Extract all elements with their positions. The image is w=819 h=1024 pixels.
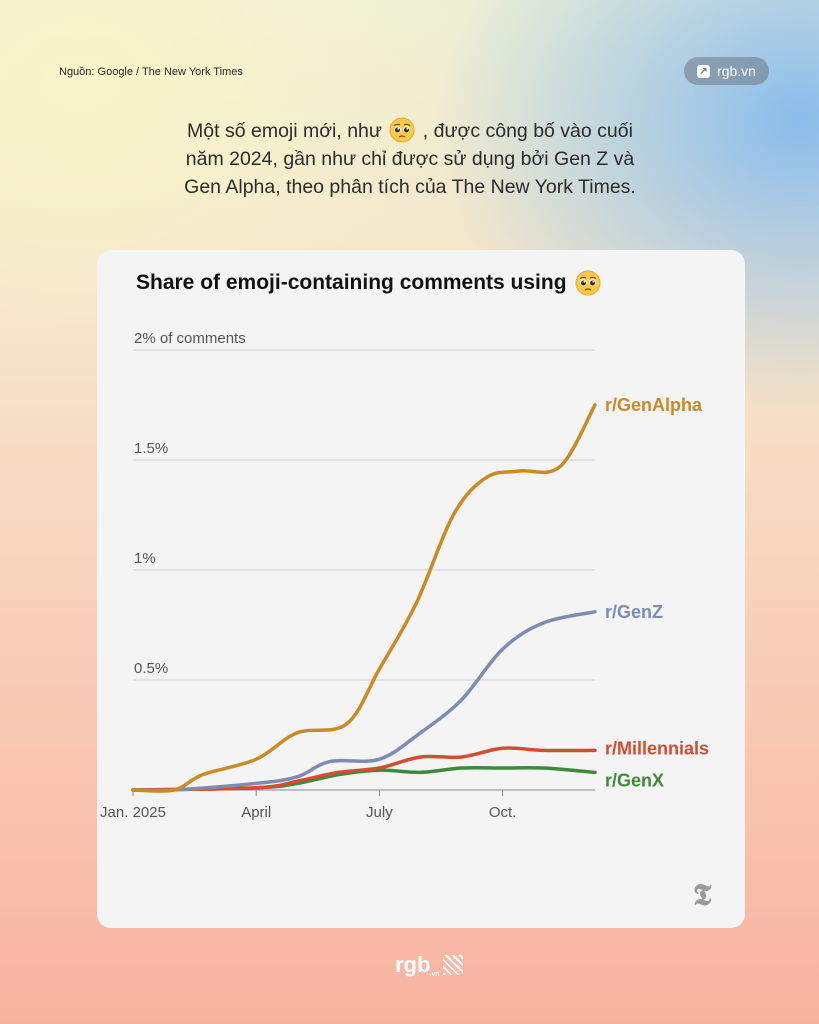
series-line (131, 746, 597, 792)
y-tick-label: 1.5% (134, 440, 168, 457)
headline-line2: năm 2024, gần như chỉ được sử dụng bởi G… (185, 148, 635, 170)
y-tick-label: 2% of comments (134, 330, 246, 347)
pleading-face-emoji-icon (575, 270, 601, 296)
x-tick-label: July (366, 804, 393, 821)
series-label: r/GenX (605, 770, 664, 790)
series-label: r/Millennials (605, 738, 709, 758)
series-line (131, 403, 597, 793)
pleading-face-emoji-icon (389, 117, 415, 143)
y-tick-label: 1% (134, 550, 156, 567)
series-label: r/GenZ (605, 602, 663, 622)
rgb-badge-link[interactable]: ↗ rgb.vn (684, 57, 769, 85)
x-tick-label: April (241, 804, 271, 821)
chart-title-text: Share of emoji-containing comments using (136, 271, 567, 294)
line-chart: 2% of comments 1.5% 1% 0.5% Jan. 2025 April Ju… (100, 330, 709, 821)
source-credit: Nguồn: Google / The New York Times (59, 66, 243, 78)
footer-logo-suffix: .vn (429, 971, 440, 978)
y-tick-label: 0.5% (134, 660, 168, 677)
headline-line1-after: , được công bố vào cuối (422, 120, 633, 142)
badge-label: rgb.vn (717, 63, 756, 79)
series-line (131, 610, 597, 793)
nyt-logo-icon: 𝕿 (693, 878, 712, 913)
headline: Một số emoji mới, như , được công bố vào… (80, 117, 740, 201)
x-tick-label: Oct. (489, 804, 517, 821)
series-label: r/GenAlpha (605, 395, 703, 415)
chart-title: Share of emoji-containing comments using (136, 270, 601, 296)
chart-card: Share of emoji-containing comments using… (97, 250, 745, 928)
arrow-link-icon: ↗ (697, 64, 711, 78)
footer-logo-text: rgb (395, 952, 431, 977)
headline-line1-before: Một số emoji mới, như (187, 120, 382, 142)
headline-line3: Gen Alpha, theo phân tích của The New Yo… (184, 176, 636, 198)
x-tick-label: Jan. 2025 (100, 804, 166, 821)
stripes-icon (442, 955, 463, 975)
footer-rgb-logo: rgb .vn (395, 952, 463, 978)
